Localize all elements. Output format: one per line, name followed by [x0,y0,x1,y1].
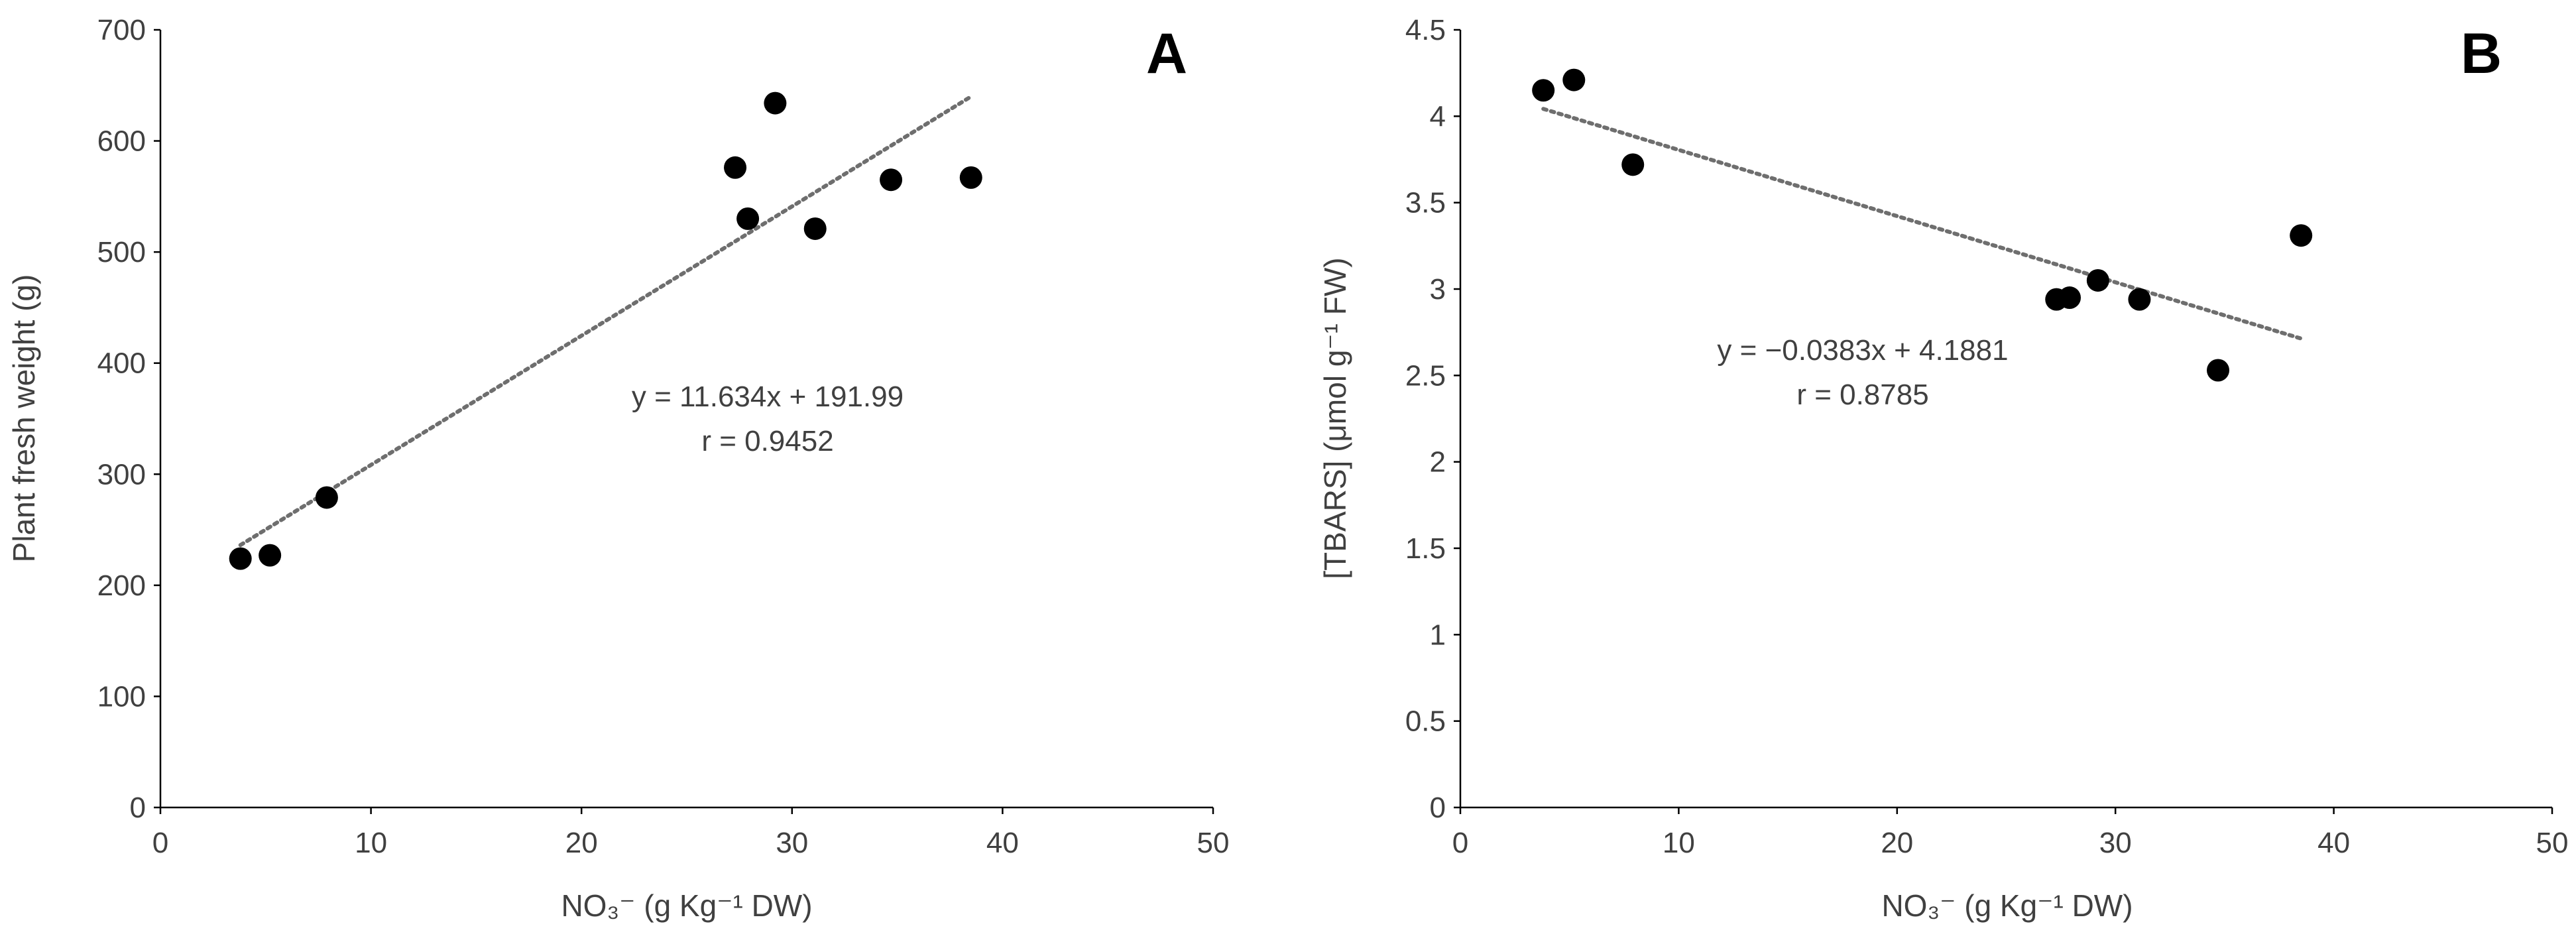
x-axis-title: NO₃⁻ (g Kg⁻¹ DW) [561,888,812,923]
y-tick-label: 4 [1430,100,1446,133]
y-tick-label: 200 [97,569,146,602]
data-point [2290,224,2313,247]
x-tick-label: 50 [2536,827,2569,859]
y-tick-label: 0 [1430,792,1446,824]
y-tick-label: 600 [97,125,146,158]
data-point [1562,68,1586,91]
y-axis-title: Plant fresh weight (g) [7,274,41,563]
correlation-label: r = 0.8785 [1796,379,1928,411]
chart-panel-b: 0 0.5 1 1.5 2 2.5 3 3.5 4 4.5 0 10 20 30 40 50 y = −0.… [1318,14,2568,923]
y-tick-label: 1.5 [1405,532,1446,565]
x-tick-label: 50 [1197,827,1230,859]
trendline [1541,107,2304,341]
data-point [803,217,827,240]
y-tick-label: 3.5 [1405,187,1446,219]
data-point [2058,286,2081,310]
data-point [959,166,982,189]
y-tick-label: 400 [97,347,146,380]
chart-panel-a: 0 100 200 300 400 500 600 700 0 10 20 30 40 50 y = 1… [7,14,1229,923]
data-point [724,156,747,179]
y-tick-label: 0.5 [1405,705,1446,738]
x-tick-label: 40 [986,827,1019,859]
y-axis-title: [TBARS] (μmol g⁻¹ FW) [1318,257,1352,579]
x-tick-label: 10 [355,827,387,859]
y-tick-label: 4.5 [1405,14,1446,46]
x-axis-ticks: 0 10 20 30 40 50 [152,807,1230,859]
scatter-points [229,91,982,570]
x-axis-title: NO₃⁻ (g Kg⁻¹ DW) [1881,888,2133,923]
panel-letter: A [1146,22,1187,86]
equation-label: y = −0.0383x + 4.1881 [1717,334,2008,367]
x-tick-label: 0 [1452,827,1468,859]
y-axis-ticks: 0 100 200 300 400 500 600 700 [97,14,160,824]
y-tick-label: 2 [1430,446,1446,479]
x-tick-label: 20 [565,827,598,859]
data-point [880,168,903,192]
data-point [229,547,252,570]
x-tick-label: 30 [2099,827,2132,859]
data-point [315,486,338,509]
equation-label: y = 11.634x + 191.99 [632,381,904,413]
x-axis-ticks: 0 10 20 30 40 50 [1452,807,2569,859]
data-point [1532,79,1555,102]
y-tick-label: 500 [97,236,146,268]
data-point [259,544,282,567]
x-tick-label: 10 [1663,827,1695,859]
panel-letter: B [2461,22,2502,86]
y-axis-ticks: 0 0.5 1 1.5 2 2.5 3 3.5 4 4.5 [1405,14,1460,824]
x-tick-label: 20 [1881,827,1913,859]
y-tick-label: 3 [1430,273,1446,306]
trendline [238,94,973,548]
scatter-points [1532,68,2313,382]
x-tick-label: 40 [2317,827,2350,859]
data-point [764,91,787,115]
y-tick-label: 2.5 [1405,359,1446,392]
data-point [2086,268,2109,292]
data-point [736,207,760,230]
y-tick-label: 0 [130,792,146,824]
data-point [2128,288,2151,311]
x-tick-label: 0 [152,827,168,859]
x-tick-label: 30 [776,827,808,859]
data-point [2207,359,2230,382]
y-tick-label: 700 [97,14,146,46]
y-tick-label: 1 [1430,619,1446,651]
data-point [1621,153,1645,176]
correlation-label: r = 0.9452 [701,425,833,457]
y-tick-label: 300 [97,458,146,491]
y-tick-label: 100 [97,680,146,713]
